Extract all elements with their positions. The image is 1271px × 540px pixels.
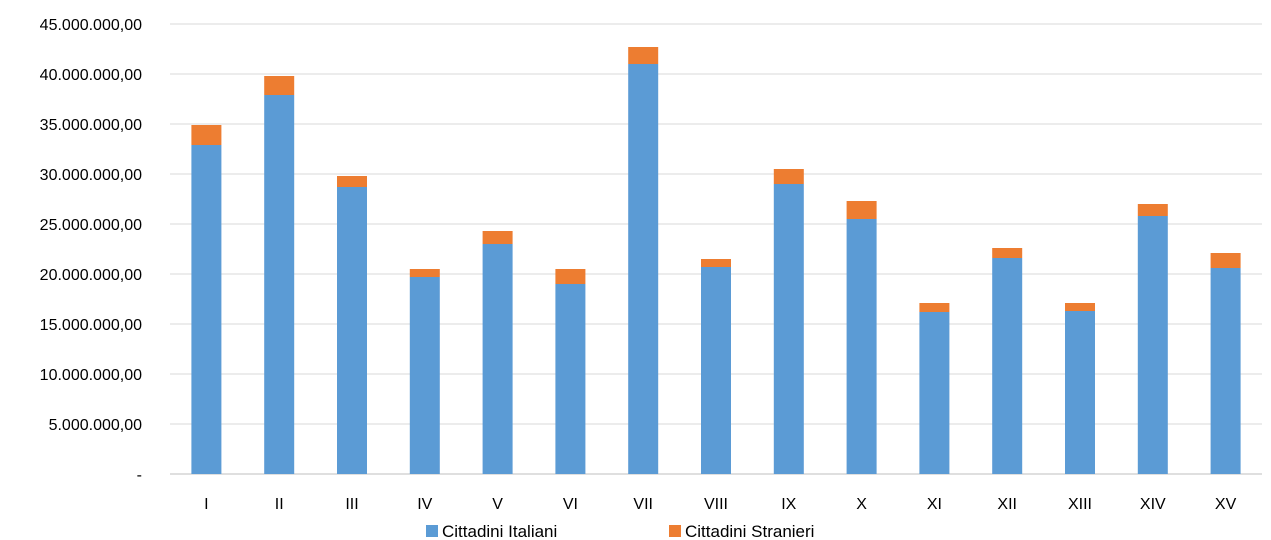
y-tick-label: 15.000.000,00 bbox=[40, 317, 142, 334]
bar-italiani bbox=[773, 184, 804, 474]
bar-italiani bbox=[992, 258, 1023, 474]
legend-swatch bbox=[426, 525, 438, 537]
y-tick-label: 45.000.000,00 bbox=[40, 17, 142, 34]
x-tick-label: XI bbox=[927, 496, 942, 513]
bar-stranieri bbox=[409, 269, 440, 277]
bar-stranieri bbox=[773, 169, 804, 184]
x-tick-label: IV bbox=[417, 496, 432, 513]
x-tick-label: XIV bbox=[1140, 496, 1166, 513]
x-tick-label: XV bbox=[1215, 496, 1237, 513]
x-tick-label: X bbox=[856, 496, 867, 513]
x-tick-label: XII bbox=[997, 496, 1017, 513]
bar-italiani bbox=[919, 312, 950, 474]
y-tick-label: 20.000.000,00 bbox=[40, 267, 142, 284]
x-tick-label: VII bbox=[633, 496, 653, 513]
y-tick-label: 40.000.000,00 bbox=[40, 67, 142, 84]
x-tick-label: III bbox=[345, 496, 358, 513]
x-tick-label: VI bbox=[563, 496, 578, 513]
legend-swatch bbox=[669, 525, 681, 537]
x-tick-label: XIII bbox=[1068, 496, 1092, 513]
bar-italiani bbox=[1137, 216, 1168, 474]
bar-stranieri bbox=[191, 125, 222, 145]
bar-stranieri bbox=[919, 303, 950, 312]
bar-italiani bbox=[628, 64, 659, 474]
bar-italiani bbox=[846, 219, 877, 474]
x-tick-label: VIII bbox=[704, 496, 728, 513]
y-tick-label: 5.000.000,00 bbox=[49, 417, 143, 434]
y-tick-label: 10.000.000,00 bbox=[40, 367, 142, 384]
bar-italiani bbox=[1065, 311, 1095, 474]
bar-italiani bbox=[555, 284, 586, 474]
bar-stranieri bbox=[628, 47, 659, 64]
y-tick-label: 30.000.000,00 bbox=[40, 167, 142, 184]
bar-stranieri bbox=[1065, 303, 1095, 311]
legend: Cittadini Italiani Cittadini Stranieri bbox=[426, 522, 814, 540]
x-tick-label: IX bbox=[781, 496, 796, 513]
x-axis-tick-labels: I II III IV V VI VII VIII IX X XI XII XIII XIV XV bbox=[204, 496, 1236, 513]
bar-italiani bbox=[191, 145, 222, 474]
bar-italiani bbox=[1210, 268, 1241, 474]
bar-stranieri bbox=[701, 259, 731, 267]
bar-stranieri bbox=[482, 231, 513, 244]
x-tick-label: I bbox=[204, 496, 208, 513]
bar-stranieri bbox=[846, 201, 877, 219]
legend-label: Cittadini Stranieri bbox=[685, 522, 814, 540]
bar-italiani bbox=[482, 244, 513, 474]
bar-stranieri bbox=[1210, 253, 1241, 268]
bar-stranieri bbox=[264, 76, 295, 95]
bar-stranieri bbox=[555, 269, 586, 284]
x-tick-label: V bbox=[492, 496, 503, 513]
x-tick-label: II bbox=[275, 496, 284, 513]
bar-stranieri bbox=[1137, 204, 1168, 216]
y-axis-tick-labels: - 5.000.000,00 10.000.000,00 15.000.000,00 2… bbox=[40, 17, 142, 484]
y-tick-label: 25.000.000,00 bbox=[40, 217, 142, 234]
legend-label: Cittadini Italiani bbox=[442, 522, 557, 540]
bar-italiani bbox=[701, 267, 731, 474]
bar-italiani bbox=[409, 277, 440, 474]
y-tick-label: - bbox=[137, 467, 142, 484]
bar-italiani bbox=[337, 187, 367, 474]
bar-italiani bbox=[264, 95, 295, 474]
bar-stranieri bbox=[992, 248, 1023, 258]
bar-stranieri bbox=[337, 176, 367, 187]
y-tick-label: 35.000.000,00 bbox=[40, 117, 142, 134]
bars bbox=[191, 47, 1241, 474]
